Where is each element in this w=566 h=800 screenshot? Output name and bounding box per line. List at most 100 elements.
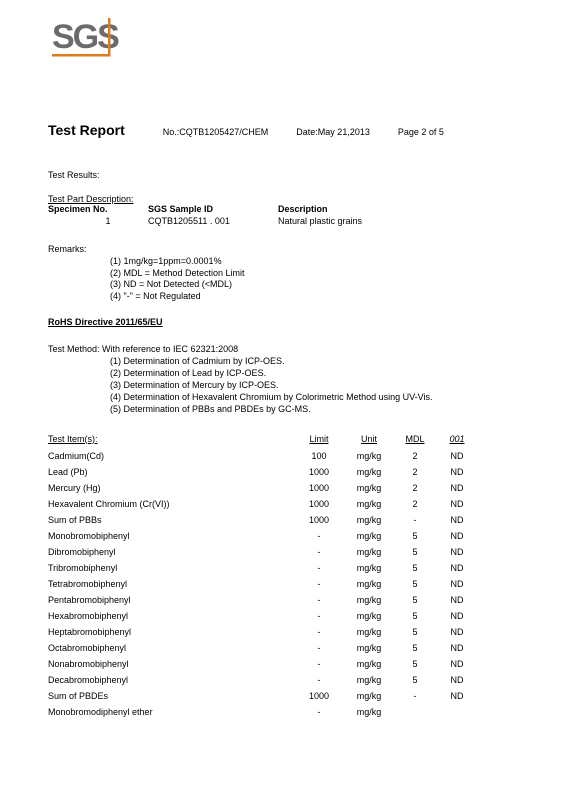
cell-item: Mercury (Hg)	[48, 483, 294, 493]
cell-limit: -	[294, 563, 344, 573]
results-row: Dibromobiphenyl-mg/kg5ND	[48, 544, 526, 560]
cell-mdl: -	[394, 515, 436, 525]
sample-id-value: CQTB1205511 . 001	[148, 216, 278, 226]
cell-item: Decabromobiphenyl	[48, 675, 294, 685]
cell-unit: mg/kg	[344, 675, 394, 685]
cell-limit: -	[294, 547, 344, 557]
sgs-logo: SGS	[52, 18, 526, 60]
cell-value: ND	[436, 595, 478, 605]
results-row: Pentabromobiphenyl-mg/kg5ND	[48, 592, 526, 608]
cell-item: Sum of PBDEs	[48, 691, 294, 701]
cell-value: ND	[436, 499, 478, 509]
cell-limit: -	[294, 675, 344, 685]
results-row: Tribromobiphenyl-mg/kg5ND	[48, 560, 526, 576]
cell-item: Monobromobiphenyl	[48, 531, 294, 541]
cell-mdl: 2	[394, 499, 436, 509]
report-number: No.:CQTB1205427/CHEM	[163, 127, 269, 137]
col-header-item: Test Item(s):	[48, 434, 294, 444]
results-body: Cadmium(Cd)100mg/kg2NDLead (Pb)1000mg/kg…	[48, 448, 526, 720]
cell-value: ND	[436, 531, 478, 541]
col-header-001: 001	[436, 434, 478, 444]
cell-mdl: 5	[394, 563, 436, 573]
cell-limit: 1000	[294, 515, 344, 525]
cell-unit: mg/kg	[344, 563, 394, 573]
cell-unit: mg/kg	[344, 499, 394, 509]
cell-mdl: 5	[394, 547, 436, 557]
cell-value: ND	[436, 691, 478, 701]
cell-limit: -	[294, 627, 344, 637]
page-indicator: Page 2 of 5	[398, 127, 444, 137]
cell-unit: mg/kg	[344, 547, 394, 557]
cell-item: Lead (Pb)	[48, 467, 294, 477]
cell-limit: -	[294, 579, 344, 589]
cell-unit: mg/kg	[344, 579, 394, 589]
results-row: Heptabromobiphenyl-mg/kg5ND	[48, 624, 526, 640]
cell-value: ND	[436, 627, 478, 637]
cell-unit: mg/kg	[344, 611, 394, 621]
cell-item: Pentabromobiphenyl	[48, 595, 294, 605]
cell-unit: mg/kg	[344, 643, 394, 653]
results-row: Nonabromobiphenyl-mg/kg5ND	[48, 656, 526, 672]
remarks-item: (4) "-" = Not Regulated	[110, 291, 526, 303]
cell-item: Octabromobiphenyl	[48, 643, 294, 653]
cell-item: Heptabromobiphenyl	[48, 627, 294, 637]
specimen-row: 1 CQTB1205511 . 001 Natural plastic grai…	[48, 216, 526, 226]
cell-item: Tetrabromobiphenyl	[48, 579, 294, 589]
report-title: Test Report	[48, 122, 125, 138]
test-method-intro: Test Method: With reference to IEC 62321…	[48, 343, 526, 355]
cell-mdl: 5	[394, 675, 436, 685]
cell-mdl: 5	[394, 611, 436, 621]
cell-value: ND	[436, 643, 478, 653]
method-list: (1) Determination of Cadmium by ICP-OES.…	[48, 355, 526, 416]
cell-value: ND	[436, 547, 478, 557]
test-method-section: Test Method: With reference to IEC 62321…	[48, 343, 526, 416]
cell-unit: mg/kg	[344, 691, 394, 701]
cell-item: Hexavalent Chromium (Cr(VI))	[48, 499, 294, 509]
cell-item: Hexabromobiphenyl	[48, 611, 294, 621]
cell-unit: mg/kg	[344, 515, 394, 525]
cell-mdl: 2	[394, 483, 436, 493]
report-header: Test Report No.:CQTB1205427/CHEM Date:Ma…	[48, 122, 526, 138]
cell-mdl: 5	[394, 595, 436, 605]
results-row: Lead (Pb)1000mg/kg2ND	[48, 464, 526, 480]
cell-value: ND	[436, 483, 478, 493]
cell-value: ND	[436, 675, 478, 685]
cell-mdl: 5	[394, 643, 436, 653]
description-value: Natural plastic grains	[278, 216, 362, 226]
results-header-row: Test Item(s): Limit Unit MDL 001	[48, 434, 526, 444]
cell-value: ND	[436, 451, 478, 461]
cell-value: ND	[436, 515, 478, 525]
cell-mdl: 5	[394, 531, 436, 541]
method-item: (5) Determination of PBBs and PBDEs by G…	[110, 403, 526, 415]
specimen-no-header: Specimen No.	[48, 204, 148, 214]
results-row: Octabromobiphenyl-mg/kg5ND	[48, 640, 526, 656]
specimen-header-row: Specimen No. SGS Sample ID Description	[48, 204, 526, 214]
description-header: Description	[278, 204, 328, 214]
sgs-logo-icon: SGS	[52, 18, 144, 60]
remarks-label: Remarks:	[48, 244, 526, 254]
cell-limit: -	[294, 531, 344, 541]
cell-item: Cadmium(Cd)	[48, 451, 294, 461]
test-results-label: Test Results:	[48, 170, 526, 180]
cell-limit: 1000	[294, 467, 344, 477]
col-header-limit: Limit	[294, 434, 344, 444]
cell-unit: mg/kg	[344, 467, 394, 477]
cell-value: ND	[436, 563, 478, 573]
cell-limit: 1000	[294, 499, 344, 509]
cell-limit: -	[294, 611, 344, 621]
specimen-no-value: 1	[48, 216, 148, 226]
cell-unit: mg/kg	[344, 707, 394, 717]
cell-unit: mg/kg	[344, 451, 394, 461]
results-row: Sum of PBBs1000mg/kg-ND	[48, 512, 526, 528]
report-date: Date:May 21,2013	[296, 127, 370, 137]
cell-unit: mg/kg	[344, 659, 394, 669]
results-row: Cadmium(Cd)100mg/kg2ND	[48, 448, 526, 464]
cell-unit: mg/kg	[344, 595, 394, 605]
sample-id-header: SGS Sample ID	[148, 204, 278, 214]
method-item: (2) Determination of Lead by ICP-OES.	[110, 367, 526, 379]
cell-mdl: 2	[394, 451, 436, 461]
cell-unit: mg/kg	[344, 531, 394, 541]
cell-item: Nonabromobiphenyl	[48, 659, 294, 669]
results-row: Monobromodiphenyl ether-mg/kg	[48, 704, 526, 720]
results-row: Decabromobiphenyl-mg/kg5ND	[48, 672, 526, 688]
